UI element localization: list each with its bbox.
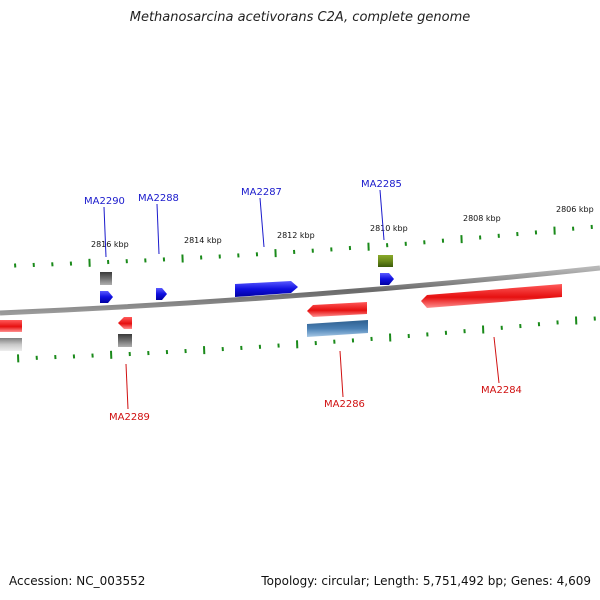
accession-text: Accession: NC_003552 bbox=[9, 574, 146, 588]
gene-label-ma2290[interactable]: MA2290 bbox=[84, 196, 125, 207]
gene-label-ma2284[interactable]: MA2284 bbox=[481, 385, 522, 396]
gene-ma2285-feature[interactable] bbox=[378, 255, 393, 267]
scale-label-2816: 2816 kbp bbox=[91, 240, 129, 249]
gene-label-ma2286[interactable]: MA2286 bbox=[324, 399, 365, 410]
gene-label-ma2285[interactable]: MA2285 bbox=[361, 179, 402, 190]
gene-ma2284-arrow[interactable] bbox=[421, 284, 562, 308]
gene-label-ma2287[interactable]: MA2287 bbox=[241, 187, 282, 198]
genome-backbone bbox=[0, 265, 600, 316]
gene-ma2287-arrow[interactable] bbox=[235, 281, 298, 297]
scale-label-2812: 2812 kbp bbox=[277, 231, 315, 240]
scale-label-2806: 2806 kbp bbox=[556, 205, 594, 214]
gene-ma2290-feature[interactable] bbox=[100, 272, 112, 285]
forward-scale-ticks bbox=[14, 224, 593, 268]
gene-ma2289-feature[interactable] bbox=[118, 334, 132, 347]
gene-ma2288-arrow[interactable] bbox=[156, 288, 167, 300]
gene-ma2286-arrow[interactable] bbox=[307, 302, 367, 317]
forward-leader-lines bbox=[103, 189, 385, 258]
gene-label-ma2289[interactable]: MA2289 bbox=[109, 412, 150, 423]
scale-label-2814: 2814 kbp bbox=[184, 236, 222, 245]
gene-ma2286-rna[interactable] bbox=[307, 320, 368, 337]
scale-label-2808: 2808 kbp bbox=[463, 214, 501, 223]
gene-ma2285-arrow[interactable] bbox=[380, 273, 394, 285]
gene-ma2290-arrow[interactable] bbox=[100, 291, 113, 303]
genome-summary-text: Topology: circular; Length: 5,751,492 bp… bbox=[261, 574, 591, 588]
genome-title: Methanosarcina acetivorans C2A, complete… bbox=[129, 10, 471, 25]
scale-label-2810: 2810 kbp bbox=[370, 224, 408, 233]
reverse-scale-ticks bbox=[17, 316, 596, 363]
reverse-leader-lines bbox=[125, 336, 500, 410]
gene-left-edge-red[interactable] bbox=[0, 320, 22, 332]
gene-label-ma2288[interactable]: MA2288 bbox=[138, 193, 179, 204]
gene-left-edge-gray[interactable] bbox=[0, 338, 22, 351]
gene-ma2289-arrow[interactable] bbox=[118, 317, 132, 329]
